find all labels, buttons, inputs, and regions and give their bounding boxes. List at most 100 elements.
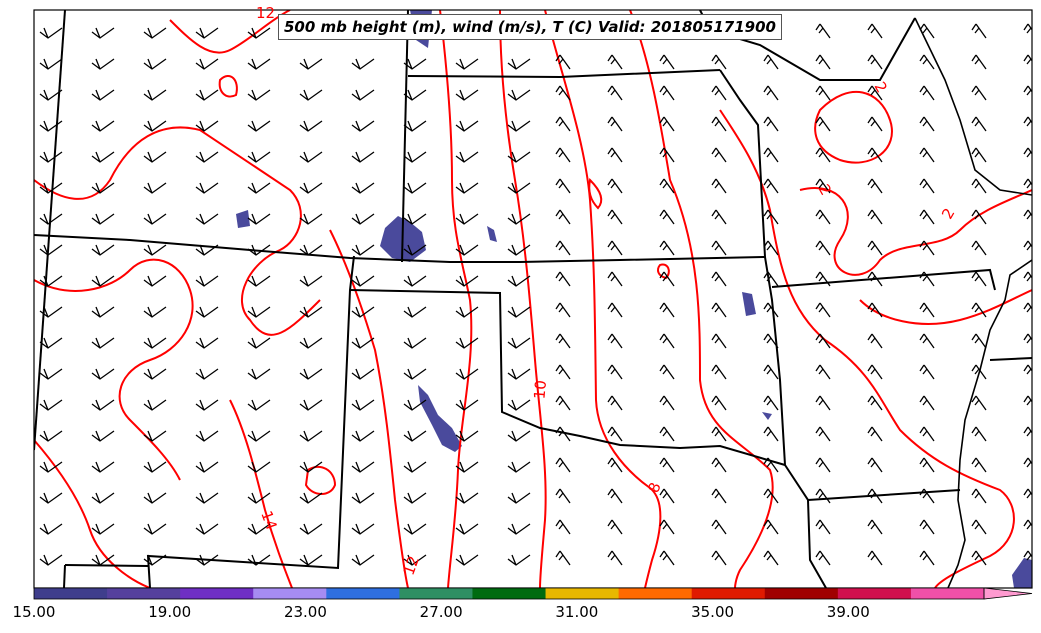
wind-barb xyxy=(763,178,779,194)
wind-barb xyxy=(299,430,323,442)
wind-barb xyxy=(351,523,375,535)
wind-barb xyxy=(91,306,115,318)
wind-barb xyxy=(711,240,727,256)
wind-barb xyxy=(919,147,935,163)
wind-barb xyxy=(351,337,375,349)
wind-barb xyxy=(351,244,375,256)
wind-barb xyxy=(351,461,375,473)
wind-barb xyxy=(455,430,479,442)
wind-barb xyxy=(555,519,571,535)
wind-barb xyxy=(455,89,479,101)
wind-barb xyxy=(763,209,779,225)
colorbar-tick-label: 31.00 xyxy=(555,603,599,621)
wind-barb xyxy=(39,368,63,380)
temperature-contour xyxy=(544,10,662,588)
temperature-contour xyxy=(218,75,238,98)
wind-barb xyxy=(711,271,727,287)
wind-barb xyxy=(815,178,831,194)
map-title: 500 mb height (m), wind (m/s), T (C) Val… xyxy=(278,14,782,40)
wind-barb xyxy=(1023,395,1032,406)
wind-barb xyxy=(711,550,727,566)
wind-barb xyxy=(299,244,323,256)
wind-barb xyxy=(351,182,375,194)
wind-barb xyxy=(763,302,779,318)
wind-barb xyxy=(971,178,987,194)
border-line xyxy=(34,234,766,263)
border-line xyxy=(407,69,721,79)
wind-barb xyxy=(39,337,63,349)
wind-barb xyxy=(455,461,479,473)
wind-barb xyxy=(247,244,271,256)
wind-barb xyxy=(815,457,831,473)
wind-barb xyxy=(763,550,779,566)
wind-barb xyxy=(1023,550,1032,561)
wind-barb xyxy=(1023,457,1032,468)
temperature-contour xyxy=(329,229,409,588)
temperature-contour xyxy=(304,465,337,495)
shading-blob xyxy=(236,210,250,228)
wind-barb xyxy=(763,147,779,163)
wind-barb xyxy=(971,147,987,163)
wind-barb xyxy=(195,275,219,287)
wind-barb xyxy=(919,457,935,473)
wind-barb xyxy=(455,337,479,349)
wind-barb xyxy=(971,23,987,39)
wind-barb xyxy=(299,492,323,504)
wind-barb xyxy=(815,271,831,287)
wind-barb xyxy=(143,430,167,442)
wind-barb xyxy=(711,147,727,163)
wind-barb xyxy=(403,399,427,411)
border-line xyxy=(719,69,786,466)
wind-barb xyxy=(659,302,675,318)
wind-barb xyxy=(659,395,675,411)
wind-barb xyxy=(507,306,531,318)
wind-barb xyxy=(867,550,883,566)
wind-barb xyxy=(971,519,987,535)
wind-barb xyxy=(507,58,531,70)
wind-barb xyxy=(659,364,675,380)
wind-barb xyxy=(1023,519,1032,530)
wind-barb xyxy=(971,85,987,101)
wind-barb xyxy=(195,554,219,566)
wind-barb xyxy=(247,368,271,380)
wind-barb xyxy=(299,368,323,380)
wind-barb xyxy=(763,240,779,256)
border-line xyxy=(989,357,1032,361)
contour-label: 2 xyxy=(815,181,835,198)
wind-barb xyxy=(143,58,167,70)
wind-barb xyxy=(971,333,987,349)
wind-barb xyxy=(1023,364,1032,375)
wind-barb xyxy=(299,306,323,318)
wind-barb xyxy=(507,554,531,566)
wind-barb xyxy=(555,116,571,132)
wind-barb xyxy=(711,302,727,318)
wind-barb xyxy=(39,120,63,132)
wind-barb xyxy=(247,461,271,473)
wind-barb xyxy=(91,182,115,194)
wind-barb xyxy=(403,337,427,349)
wind-barb xyxy=(555,550,571,566)
wind-barb xyxy=(455,554,479,566)
wind-barb xyxy=(815,302,831,318)
wind-barb xyxy=(1023,426,1032,437)
wind-barb xyxy=(195,523,219,535)
temperature-contour xyxy=(34,439,151,588)
wind-barb xyxy=(143,120,167,132)
wind-barb xyxy=(867,178,883,194)
wind-barb xyxy=(971,302,987,318)
wind-barb xyxy=(763,54,779,70)
contour-label: 12 xyxy=(256,4,275,22)
wind-barb xyxy=(607,116,623,132)
wind-barb xyxy=(507,368,531,380)
wind-barb xyxy=(1023,302,1032,313)
wind-barb xyxy=(39,399,63,411)
temperature-contour xyxy=(719,109,1015,588)
wind-barb xyxy=(351,368,375,380)
wind-barb xyxy=(919,364,935,380)
wind-barb xyxy=(299,151,323,163)
colorbar-swatch xyxy=(34,588,108,599)
wind-barb xyxy=(1023,333,1032,344)
wind-barb xyxy=(607,519,623,535)
wind-barb xyxy=(763,426,779,442)
map-area xyxy=(34,10,1032,588)
